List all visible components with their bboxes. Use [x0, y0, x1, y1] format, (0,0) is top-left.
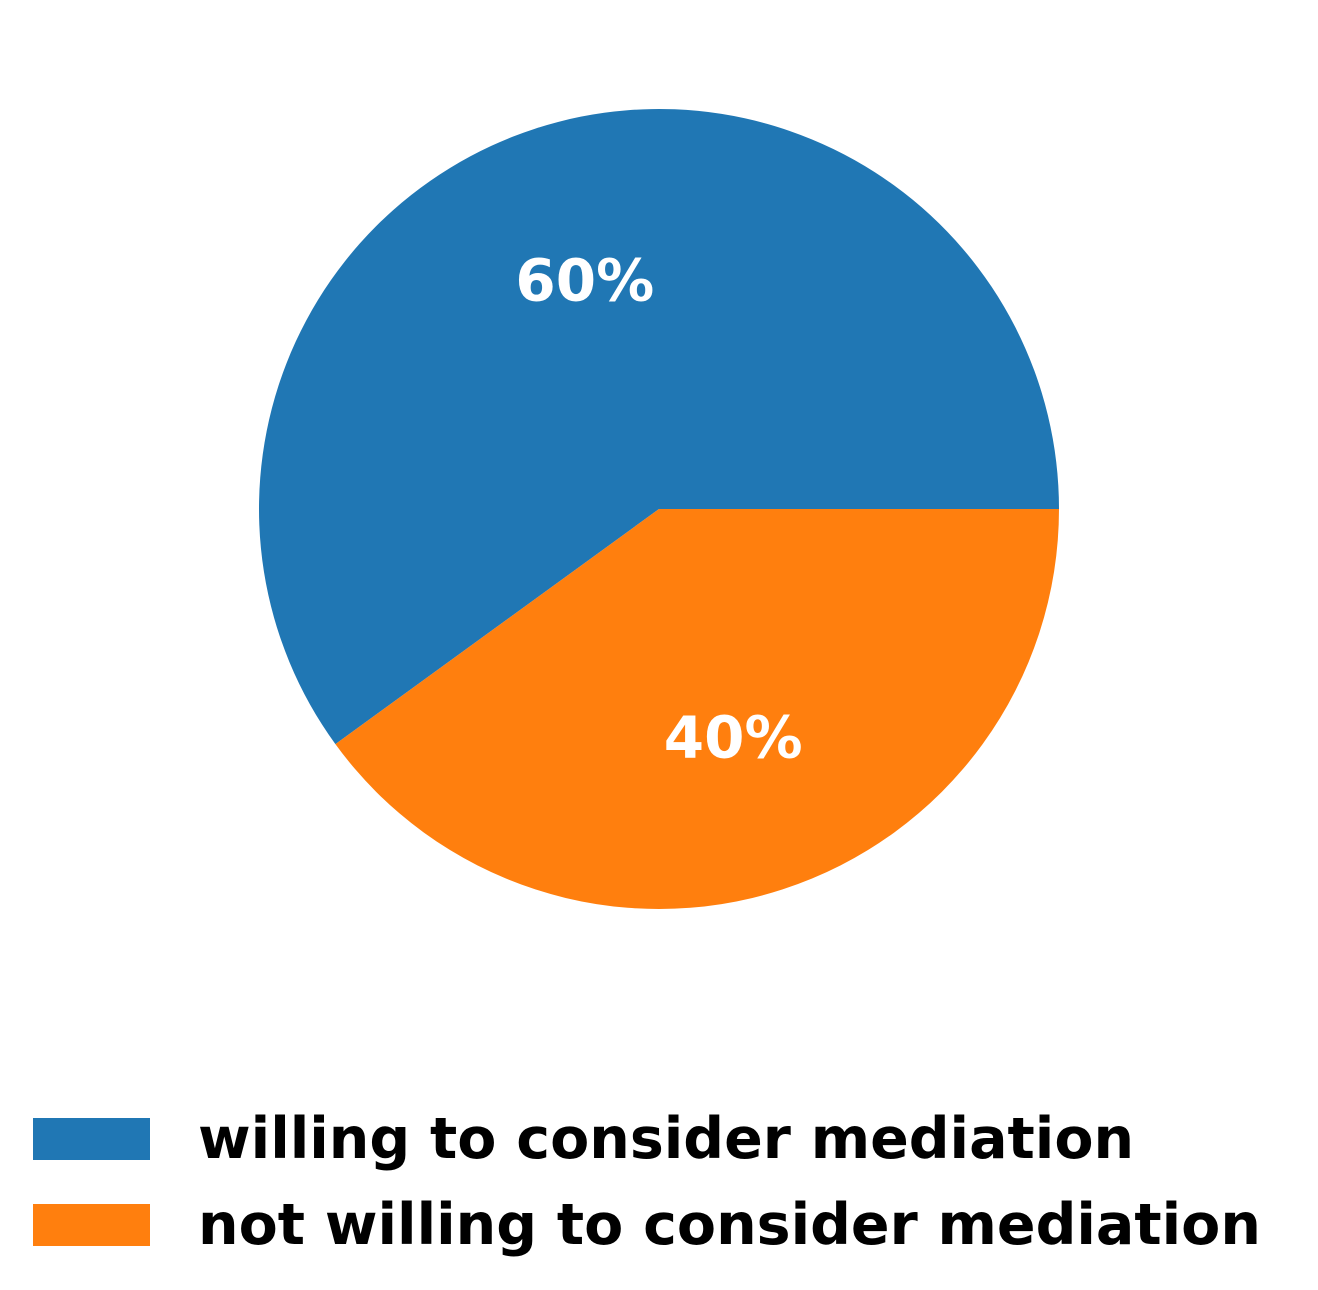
- pie-labels: 60% 40%: [515, 247, 802, 772]
- pie-slices: [258, 108, 1059, 910]
- legend-swatch-not-willing: [33, 1204, 150, 1246]
- pie-chart: 60% 40%: [258, 108, 1059, 910]
- legend-item-willing: willing to consider mediation: [33, 1096, 1261, 1182]
- legend-swatch-willing: [33, 1118, 150, 1160]
- pie-label-not-willing: 40%: [664, 703, 803, 771]
- legend-label-not-willing: not willing to consider mediation: [198, 1192, 1261, 1258]
- pie-slice-not-willing: [335, 509, 1059, 910]
- legend: willing to consider mediation not willin…: [33, 1096, 1261, 1268]
- pie-label-willing: 60%: [515, 247, 654, 315]
- legend-label-willing: willing to consider mediation: [198, 1106, 1135, 1172]
- legend-item-not-willing: not willing to consider mediation: [33, 1182, 1261, 1268]
- pie-slice-willing: [258, 108, 1059, 745]
